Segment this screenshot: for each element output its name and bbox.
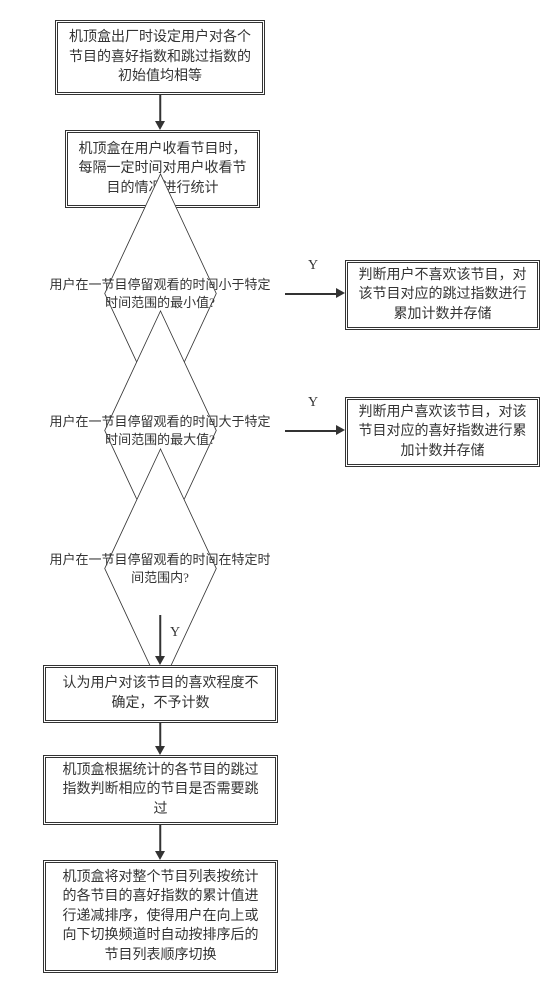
process-text: 机顶盒出厂时设定用户对各个节目的喜好指数和跳过指数的初始值均相等 — [68, 28, 252, 87]
process-text: 认为用户对该节目的喜欢程度不确定，不予计数 — [56, 674, 265, 713]
process-text: 判断用户不喜欢该节目，对该节目对应的跳过指数进行累加计数并存储 — [358, 266, 527, 325]
arrow-line — [159, 95, 161, 123]
arrow-line — [159, 615, 161, 658]
arrow-line — [285, 293, 340, 295]
process-box-like: 判断用户喜欢该节目，对该节目对应的喜好指数进行累加计数并存储 — [345, 397, 540, 467]
arrow-line — [159, 825, 161, 853]
arrow-line — [285, 430, 340, 432]
label-yes: Y — [308, 258, 318, 274]
arrow-head-icon — [155, 851, 165, 860]
decision-text: 用户在一节目停留观看的时间在特定时间范围内? — [30, 521, 290, 616]
label-yes: Y — [308, 395, 318, 411]
process-box-sort: 机顶盒将对整个节目列表按统计的各节目的喜好指数的累计值进行递减排序，使得用户在向… — [43, 860, 278, 973]
flowchart-container: 机顶盒出厂时设定用户对各个节目的喜好指数和跳过指数的初始值均相等 机顶盒在用户收… — [0, 0, 559, 1000]
arrow-head-icon — [155, 656, 165, 665]
decision-diamond-within: 用户在一节目停留观看的时间在特定时间范围内? — [30, 521, 290, 616]
process-box-uncertain: 认为用户对该节目的喜欢程度不确定，不予计数 — [43, 665, 278, 723]
arrow-head-icon — [336, 288, 345, 298]
process-text: 机顶盒将对整个节目列表按统计的各节目的喜好指数的累计值进行递减排序，使得用户在向… — [56, 868, 265, 966]
process-box-skip-judge: 机顶盒根据统计的各节目的跳过指数判断相应的节目是否需要跳过 — [43, 755, 278, 825]
process-box-dislike: 判断用户不喜欢该节目，对该节目对应的跳过指数进行累加计数并存储 — [345, 260, 540, 330]
arrow-head-icon — [155, 121, 165, 130]
arrow-line — [159, 723, 161, 748]
process-text: 判断用户喜欢该节目，对该节目对应的喜好指数进行累加计数并存储 — [358, 403, 527, 462]
process-text: 机顶盒根据统计的各节目的跳过指数判断相应的节目是否需要跳过 — [56, 761, 265, 820]
arrow-head-icon — [336, 425, 345, 435]
process-box-init: 机顶盒出厂时设定用户对各个节目的喜好指数和跳过指数的初始值均相等 — [55, 20, 265, 95]
label-yes: Y — [170, 625, 180, 641]
arrow-head-icon — [155, 746, 165, 755]
